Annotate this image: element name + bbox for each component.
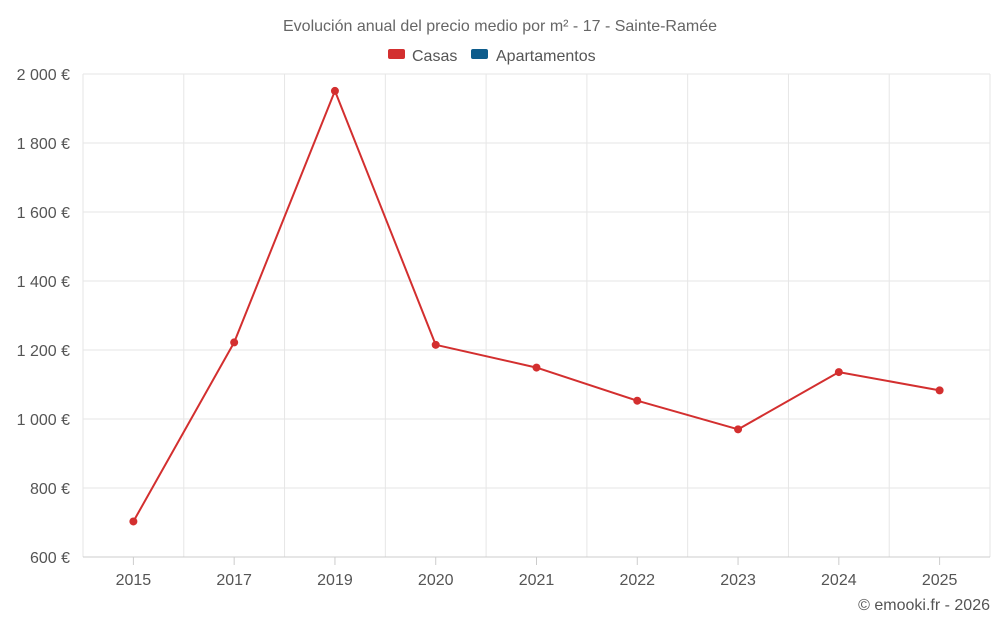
series-layer xyxy=(129,86,944,526)
legend: Casas Apartamentos xyxy=(388,48,596,65)
x-tick-label: 2017 xyxy=(216,572,252,589)
x-tick-label: 2020 xyxy=(418,572,454,589)
data-point-casas-2024[interactable] xyxy=(834,368,843,377)
y-tick-label: 1 200 € xyxy=(17,343,70,360)
data-point-casas-2019[interactable] xyxy=(330,86,339,95)
x-tick-label: 2022 xyxy=(619,572,655,589)
y-tick-label: 600 € xyxy=(30,550,70,567)
x-tick-label: 2025 xyxy=(922,572,958,589)
x-tick-label: 2024 xyxy=(821,572,857,589)
x-tick-label: 2015 xyxy=(116,572,152,589)
legend-item-apartamentos[interactable]: Apartamentos xyxy=(471,48,596,65)
y-tick-label: 1 600 € xyxy=(17,205,70,222)
series-line-casas xyxy=(132,89,941,523)
credit-text: © emooki.fr - 2026 xyxy=(858,597,990,614)
chart-title: Evolución anual del precio medio por m² … xyxy=(283,18,717,35)
y-tick-label: 1 400 € xyxy=(17,274,70,291)
x-tick-label: 2023 xyxy=(720,572,756,589)
grid-layer xyxy=(82,73,991,557)
legend-label-casas: Casas xyxy=(412,48,457,65)
y-tick-label: 1 800 € xyxy=(17,136,70,153)
legend-item-casas[interactable]: Casas xyxy=(388,48,457,65)
legend-swatch-apartamentos xyxy=(471,49,488,59)
x-tick-label: 2019 xyxy=(317,572,353,589)
data-point-casas-2020[interactable] xyxy=(431,340,440,349)
data-point-casas-2017[interactable] xyxy=(230,338,239,347)
legend-swatch-casas xyxy=(388,49,405,59)
data-point-casas-2023[interactable] xyxy=(734,425,743,434)
y-tick-label: 2 000 € xyxy=(17,67,70,84)
x-tick-label: 2021 xyxy=(519,572,555,589)
axis-layer: 600 € 800 € 1 000 € 1 200 € 1 400 € 1 600 € 1 … xyxy=(17,67,990,589)
data-point-casas-2022[interactable] xyxy=(633,396,642,405)
data-point-casas-2025[interactable] xyxy=(935,386,944,395)
y-tick-label: 800 € xyxy=(30,481,70,498)
data-point-casas-2015[interactable] xyxy=(129,517,138,526)
legend-label-apartamentos: Apartamentos xyxy=(496,48,596,65)
y-tick-label: 1 000 € xyxy=(17,412,70,429)
data-point-casas-2021[interactable] xyxy=(532,363,541,372)
